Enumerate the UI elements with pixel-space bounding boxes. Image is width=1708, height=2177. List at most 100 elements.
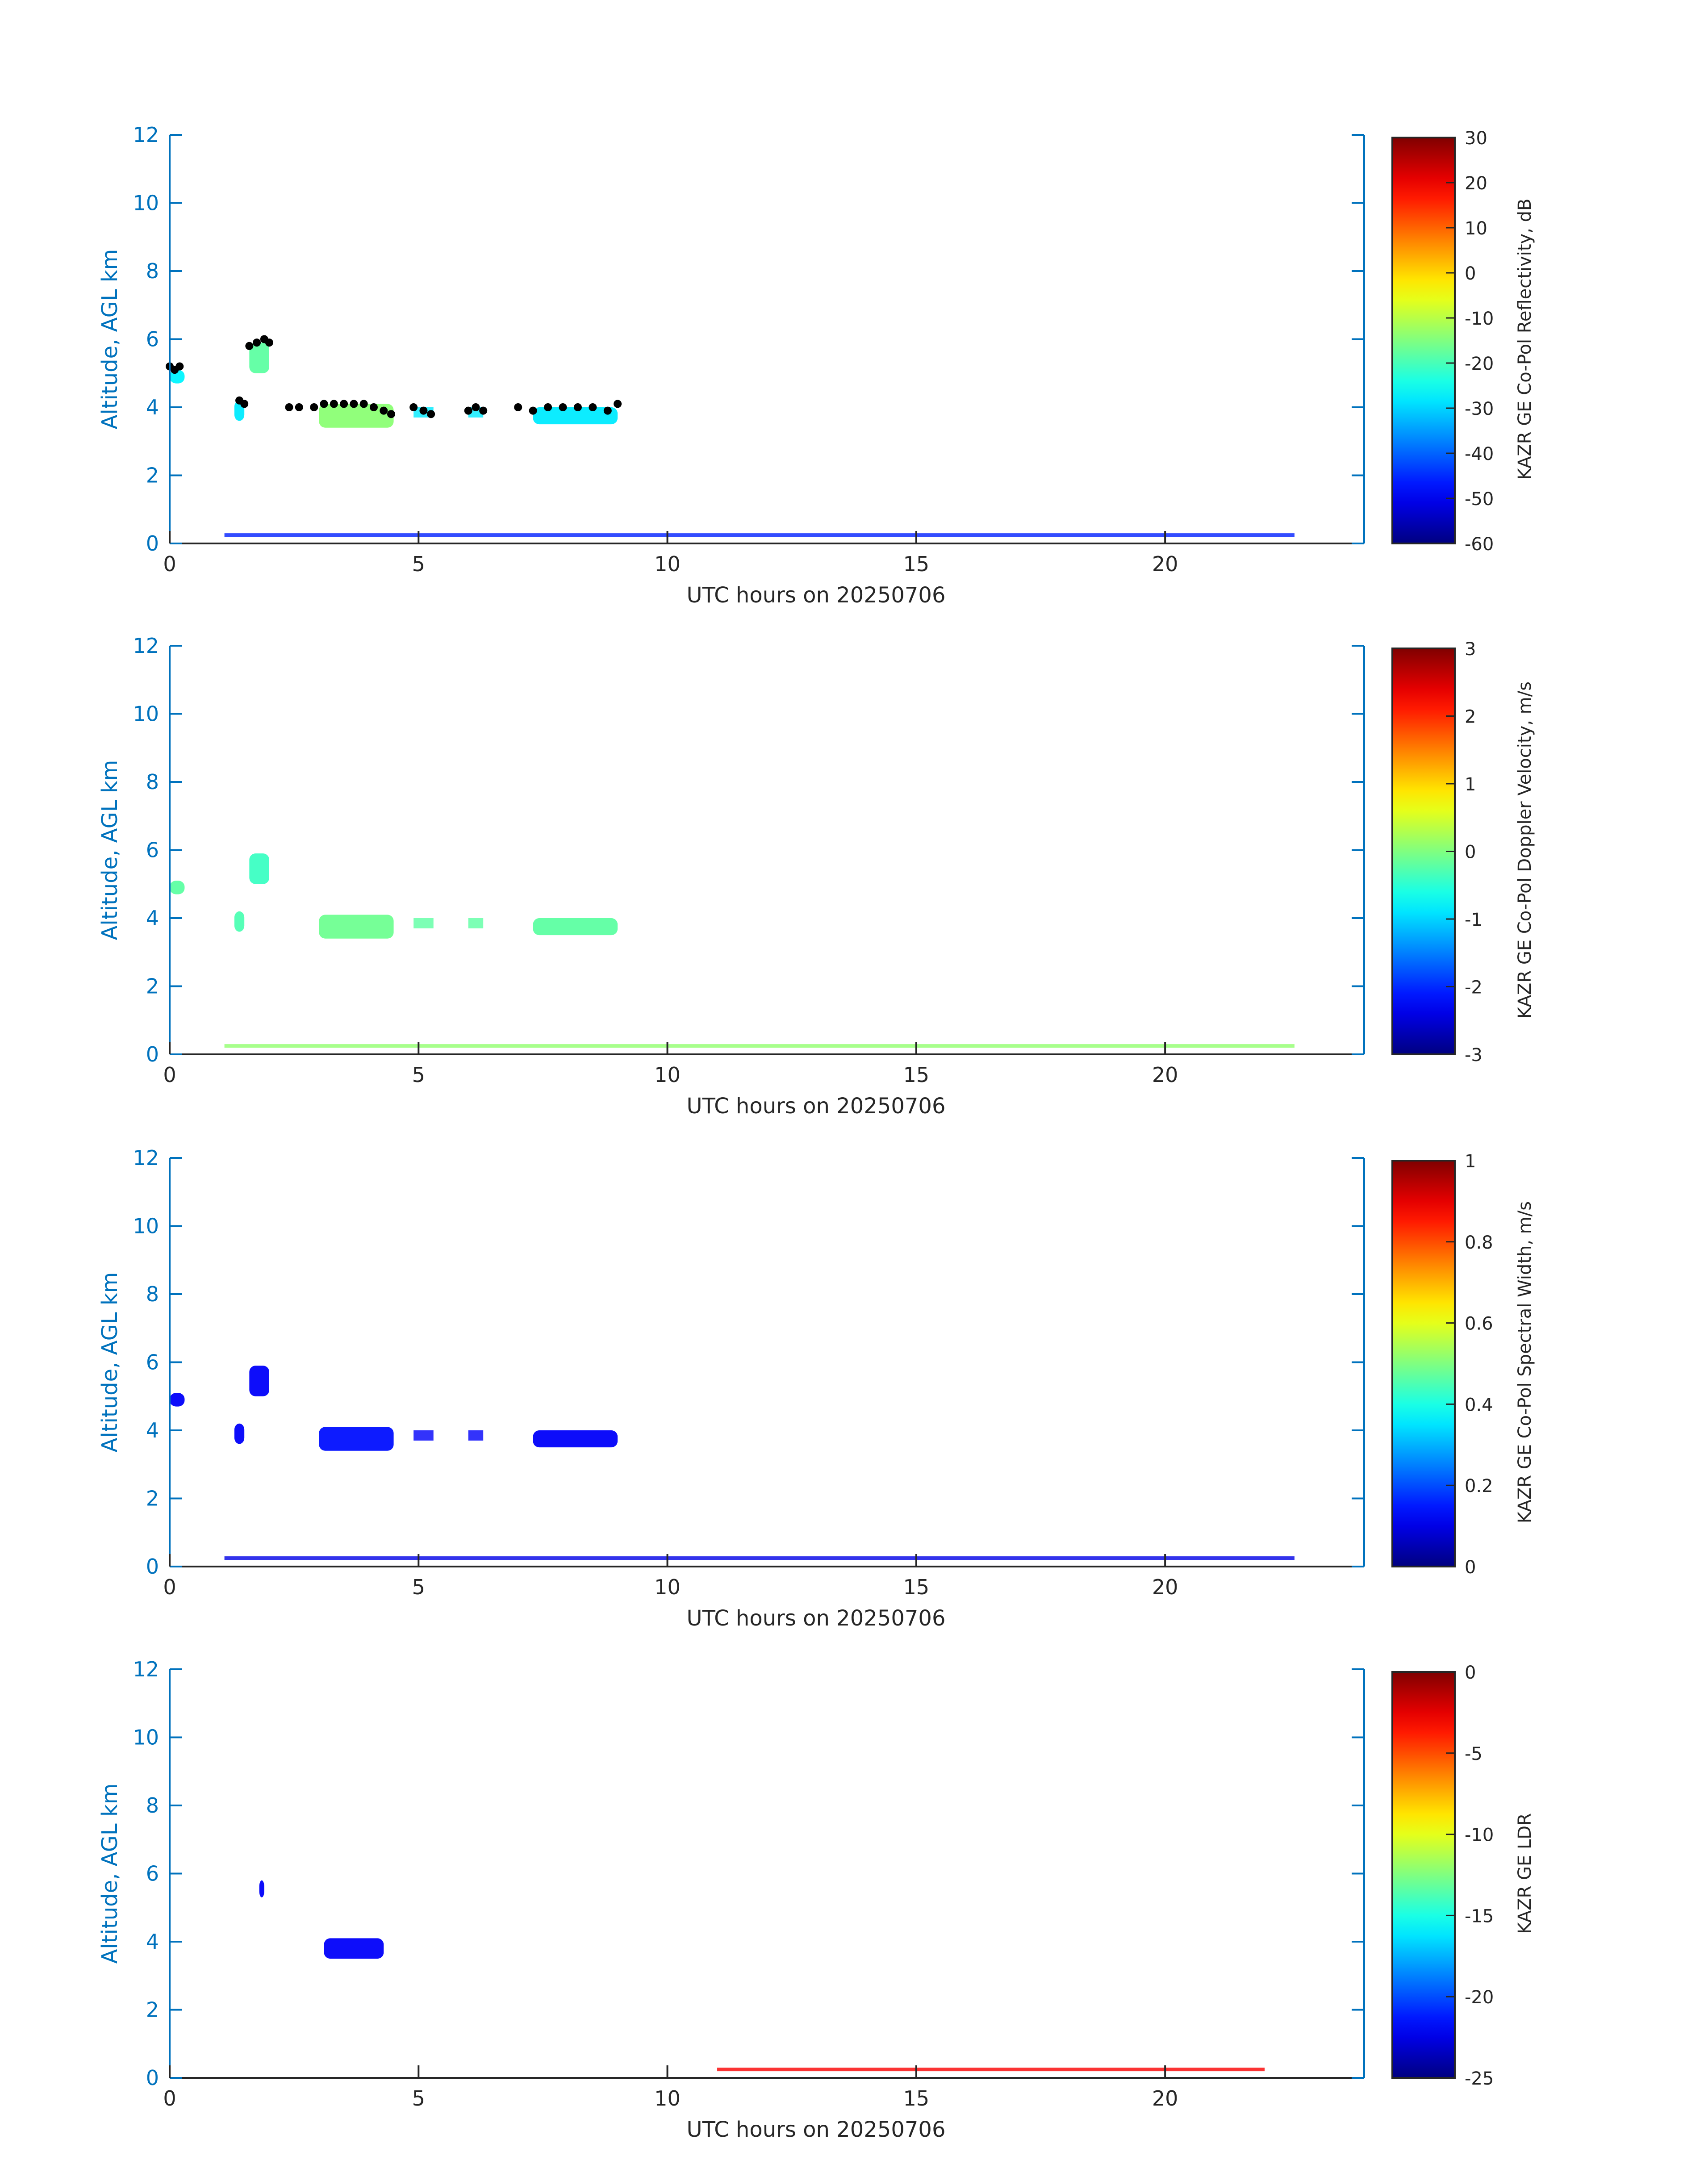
y-tick-label: 12 <box>133 1146 159 1170</box>
x-tick-label: 20 <box>1152 1063 1178 1087</box>
echo-region <box>468 918 484 928</box>
colorbar-tick-label: 3 <box>1465 639 1476 660</box>
colorbar-tick-label: -40 <box>1465 444 1494 464</box>
y-tick-label: 0 <box>146 2066 159 2090</box>
y-tick-label: 6 <box>146 1350 159 1375</box>
colorbar <box>1391 1671 1456 2079</box>
echo-region <box>234 911 245 932</box>
colorbar-tick-label: -30 <box>1465 399 1494 419</box>
y-tick-label: 8 <box>146 1793 159 1818</box>
echo-region <box>468 1430 484 1441</box>
cloud-top-point <box>514 403 522 411</box>
y-tick-label: 10 <box>133 702 159 726</box>
colorbar-tick-label: -5 <box>1465 1744 1482 1764</box>
cloud-top-point <box>529 406 537 415</box>
y-tick-label: 2 <box>146 464 159 488</box>
echo-region <box>170 881 185 894</box>
x-tick-label: 20 <box>1152 1575 1178 1599</box>
x-tick-label: 10 <box>654 1575 681 1599</box>
cloud-top-point <box>253 338 261 347</box>
colorbar-label: KAZR GE Co-Pol Reflectivity, dB <box>1515 199 1535 480</box>
y-tick-label: 0 <box>146 1042 159 1066</box>
colorbar <box>1391 1160 1456 1567</box>
cloud-top-point <box>359 400 368 408</box>
y-tick-label: 10 <box>133 1726 159 1750</box>
x-tick-label: 0 <box>163 552 176 576</box>
y-tick-label: 0 <box>146 1554 159 1579</box>
colorbar-tick-label: 0.6 <box>1465 1314 1493 1334</box>
cloud-top-point <box>330 400 338 408</box>
y-tick-label: 2 <box>146 1487 159 1511</box>
x-tick-label: 0 <box>163 2086 176 2110</box>
cloud-top-point <box>472 403 480 411</box>
y-tick-label: 2 <box>146 1998 159 2022</box>
echo-region <box>249 343 269 373</box>
colorbar-tick-label: -2 <box>1465 978 1482 998</box>
x-tick-label: 20 <box>1152 552 1178 576</box>
x-tick-label: 0 <box>163 1575 176 1599</box>
x-tick-label: 10 <box>654 2086 681 2110</box>
cloud-top-point <box>427 410 435 418</box>
cloud-top-point <box>240 400 249 408</box>
y-axis-label: Altitude, AGL km <box>97 1784 122 1964</box>
cloud-top-point <box>265 338 273 347</box>
cloud-top-point <box>340 400 348 408</box>
echo-region <box>234 1423 245 1444</box>
cloud-top-point <box>409 403 418 411</box>
cloud-top-point <box>285 403 293 411</box>
echo-region <box>224 1044 1295 1048</box>
y-tick-label: 10 <box>133 1214 159 1238</box>
y-tick-label: 6 <box>146 838 159 862</box>
colorbar-tick-label: -50 <box>1465 489 1494 510</box>
cloud-top-point <box>245 342 254 350</box>
cloud-top-point <box>479 406 488 415</box>
x-tick-label: 15 <box>903 1575 930 1599</box>
y-tick-label: 4 <box>146 395 159 419</box>
cloud-top-point <box>559 403 567 411</box>
cloud-top-point <box>369 403 378 411</box>
cloud-top-point <box>544 403 552 411</box>
x-tick-label: 10 <box>654 552 681 576</box>
cloud-top-point <box>350 400 358 408</box>
echo-region <box>224 533 1295 537</box>
colorbar-tick-label: -10 <box>1465 309 1494 329</box>
echo-region <box>533 1430 618 1448</box>
colorbar-tick-label: 1 <box>1465 774 1476 795</box>
panel-4: 0 2 4 6 8 10 12 0 5 10 15 20 UTC hours on 20250706 Al… <box>97 1657 1535 2142</box>
colorbar-tick-label: 0.4 <box>1465 1395 1493 1415</box>
colorbar-tick-label: 1 <box>1465 1151 1476 1172</box>
colorbar-tick-label: -25 <box>1465 2068 1494 2089</box>
colorbar <box>1391 137 1456 544</box>
y-tick-label: 12 <box>133 1657 159 1681</box>
echo-region <box>319 915 394 939</box>
y-tick-label: 6 <box>146 327 159 351</box>
colorbar <box>1391 648 1456 1055</box>
panel-1: 0 2 4 6 8 10 12 0 5 10 15 20 UTC hours on 20250706 Al… <box>97 123 1535 608</box>
colorbar-tick-label: 2 <box>1465 707 1476 727</box>
x-tick-label: 5 <box>412 1575 425 1599</box>
x-tick-label: 0 <box>163 1063 176 1087</box>
y-tick-label: 4 <box>146 906 159 930</box>
colorbar-tick-label: 0.8 <box>1465 1233 1493 1253</box>
colorbar-tick-label: 30 <box>1465 128 1487 149</box>
x-tick-label: 5 <box>412 2086 425 2110</box>
colorbar-tick-label: -20 <box>1465 354 1494 374</box>
colorbar-tick-label: 10 <box>1465 218 1487 239</box>
colorbar-tick-label: -15 <box>1465 1906 1494 1926</box>
y-axis-label: Altitude, AGL km <box>97 249 122 430</box>
x-tick-label: 15 <box>903 552 930 576</box>
x-axis-label: UTC hours on 20250706 <box>687 2117 946 2142</box>
cloud-top-point <box>589 403 597 411</box>
echo-region <box>533 407 618 425</box>
y-tick-label: 8 <box>146 259 159 283</box>
cloud-top-point <box>387 410 395 418</box>
colorbar-tick-label: -3 <box>1465 1045 1482 1066</box>
y-axis-label: Altitude, AGL km <box>97 760 122 940</box>
colorbar-tick-label: -10 <box>1465 1825 1494 1846</box>
colorbar-label: KAZR GE Co-Pol Spectral Width, m/s <box>1515 1201 1535 1523</box>
cloud-top-point <box>320 400 328 408</box>
cloud-top-point <box>603 406 612 415</box>
colorbar-tick-label: 0.2 <box>1465 1476 1493 1496</box>
